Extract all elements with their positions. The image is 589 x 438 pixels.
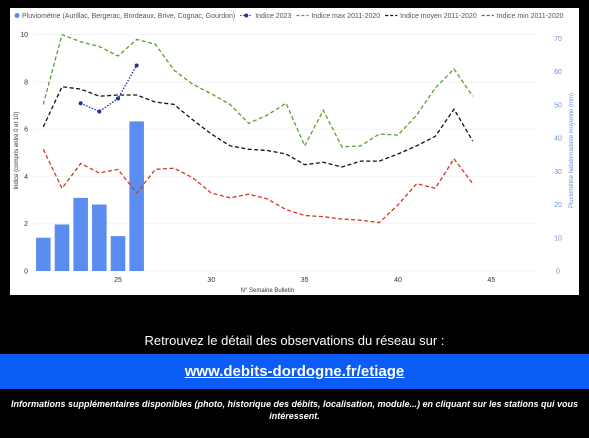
url-banner: www.debits-dordogne.fr/etiage <box>0 354 589 389</box>
legend-marker-i2023 <box>244 13 249 18</box>
y-left-tick-label: 2 <box>24 221 28 228</box>
chart-panel: 0 2 4 6 8 10 0 10 20 30 40 50 60 70 25 30 35 40 45 N° Semai… <box>10 8 579 295</box>
y-left-axis-title: Indice (compris entre 0 et 10) <box>14 111 20 189</box>
y-right-tick-label: 70 <box>554 36 562 43</box>
x-tick-label: 30 <box>207 277 215 284</box>
i2023-line <box>80 65 138 113</box>
y-right-tick-label: 0 <box>556 269 560 276</box>
x-axis-title: N° Semaine Bulletin <box>241 288 294 294</box>
indice-2023-point <box>116 96 120 101</box>
y-left-tick-label: 4 <box>24 174 28 181</box>
website-link[interactable]: www.debits-dordogne.fr/etiage <box>184 363 405 380</box>
legend-label-imin: Indice min 2011-2020 <box>497 13 564 20</box>
x-tick-label: 40 <box>394 277 402 284</box>
x-tick-label: 25 <box>114 277 122 284</box>
y-left-tick-label: 0 <box>24 269 28 276</box>
imax-line <box>42 33 474 148</box>
network-observations-text: Retrouvez le détail des observations du … <box>144 333 445 348</box>
indice-2023-point <box>97 109 102 114</box>
chart: 0 2 4 6 8 10 0 10 20 30 40 50 60 70 25 30 35 40 45 N° Semai… <box>14 13 575 294</box>
pluviometrie-bar <box>92 204 107 271</box>
legend-label-i2023: Indice 2023 <box>255 13 291 20</box>
y-right-tick-label: 60 <box>554 69 562 76</box>
y-right-tick-label: 50 <box>554 102 562 109</box>
legend-swatch-pluvio <box>14 13 20 18</box>
x-tick-label: 45 <box>487 277 495 284</box>
y-right-tick-label: 10 <box>554 235 562 242</box>
y-right-tick-label: 20 <box>554 202 562 209</box>
legend-label-imax: Indice max 2011-2020 <box>311 13 380 20</box>
legend-label-imoy: Indice moyen 2011-2020 <box>400 13 477 20</box>
legend-label-pluvio: Pluviométrie (Aurillac, Bergerac, Bordea… <box>22 13 235 20</box>
pluviometrie-bar <box>36 237 51 271</box>
indice-2023-point <box>134 63 139 68</box>
pluviometrie-bar <box>73 197 88 271</box>
additional-info-text: Informations supplémentaires disponibles… <box>10 399 579 421</box>
x-tick-label: 35 <box>301 277 309 284</box>
indice-2023-point <box>78 101 83 106</box>
y-right-tick-label: 40 <box>554 136 562 143</box>
imin-line <box>42 149 474 224</box>
pluviometrie-bar <box>110 236 126 271</box>
pluviometrie-bar <box>129 121 144 272</box>
imoy-line <box>42 85 474 168</box>
pluviometrie-bar <box>54 224 70 271</box>
y-left-tick-label: 8 <box>24 79 28 86</box>
y-left-tick-label: 10 <box>20 32 28 39</box>
y-right-axis-title: Pluviométrie hebdomadaire moyenne (mm) <box>569 93 575 208</box>
y-right-tick-label: 30 <box>554 169 562 176</box>
y-left-tick-label: 6 <box>24 127 28 134</box>
